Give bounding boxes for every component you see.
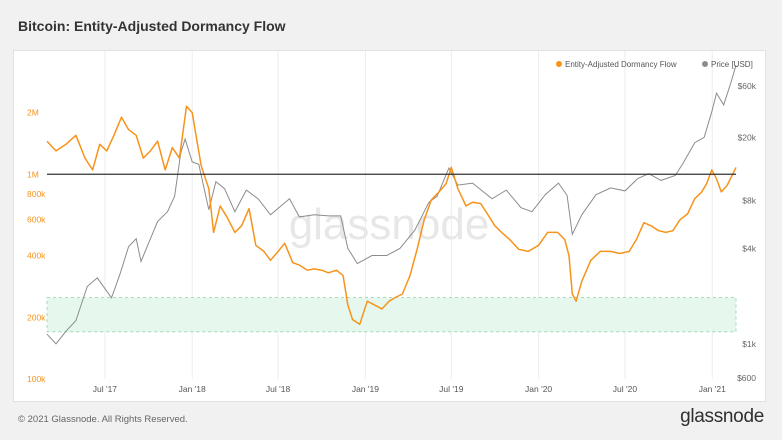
- legend-label-dormancy[interactable]: Entity-Adjusted Dormancy Flow: [565, 60, 677, 69]
- footer-copyright: © 2021 Glassnode. All Rights Reserved.: [18, 414, 188, 425]
- x-tick-label: Jul '18: [266, 384, 291, 394]
- x-gridlines: [104, 51, 713, 379]
- left-tick-label: 1M: [27, 169, 39, 179]
- x-tick-label: Jan '19: [352, 384, 379, 394]
- left-tick-label: 100k: [27, 374, 46, 384]
- right-tick-label: $20k: [738, 132, 757, 142]
- left-tick-label: 2M: [27, 108, 39, 118]
- right-tick-label: $60k: [738, 81, 757, 91]
- left-tick-label: 200k: [27, 312, 46, 322]
- chart-area: glassnode 100k 200k 400k 600k 800k 1M 2M $600 $…: [13, 50, 766, 402]
- right-axis-ticks: $600 $1k $4k $8k $20k $60k: [737, 81, 757, 383]
- right-tick-label: $4k: [742, 243, 756, 253]
- left-tick-label: 800k: [27, 189, 46, 199]
- legend: Entity-Adjusted Dormancy Flow Price [USD…: [556, 60, 753, 69]
- x-tick-label: Jan '18: [179, 384, 206, 394]
- left-tick-label: 600k: [27, 215, 46, 225]
- left-axis-ticks: 100k 200k 400k 600k 800k 1M 2M: [27, 108, 46, 384]
- legend-dot-dormancy[interactable]: [556, 61, 562, 67]
- price-series-line: [46, 65, 737, 345]
- x-axis-ticks: Jul '17 Jan '18 Jul '18 Jan '19 Jul '19 Jan '…: [93, 384, 726, 394]
- x-tick-label: Jan '20: [525, 384, 552, 394]
- brand-logo[interactable]: glassnode: [680, 406, 764, 427]
- dormancy-series-line: [46, 105, 737, 326]
- chart-title: Bitcoin: Entity-Adjusted Dormancy Flow: [18, 18, 286, 34]
- x-tick-label: Jul '19: [439, 384, 464, 394]
- right-tick-label: $600: [737, 373, 756, 383]
- right-tick-label: $8k: [742, 195, 756, 205]
- watermark: glassnode: [289, 200, 490, 249]
- left-tick-label: 400k: [27, 251, 46, 261]
- target-band: [46, 297, 737, 333]
- x-tick-label: Jul '20: [613, 384, 638, 394]
- x-tick-label: Jan '21: [699, 384, 726, 394]
- legend-dot-price[interactable]: [702, 61, 708, 67]
- x-tick-label: Jul '17: [93, 384, 118, 394]
- right-tick-label: $1k: [742, 339, 756, 349]
- legend-label-price[interactable]: Price [USD]: [711, 60, 753, 69]
